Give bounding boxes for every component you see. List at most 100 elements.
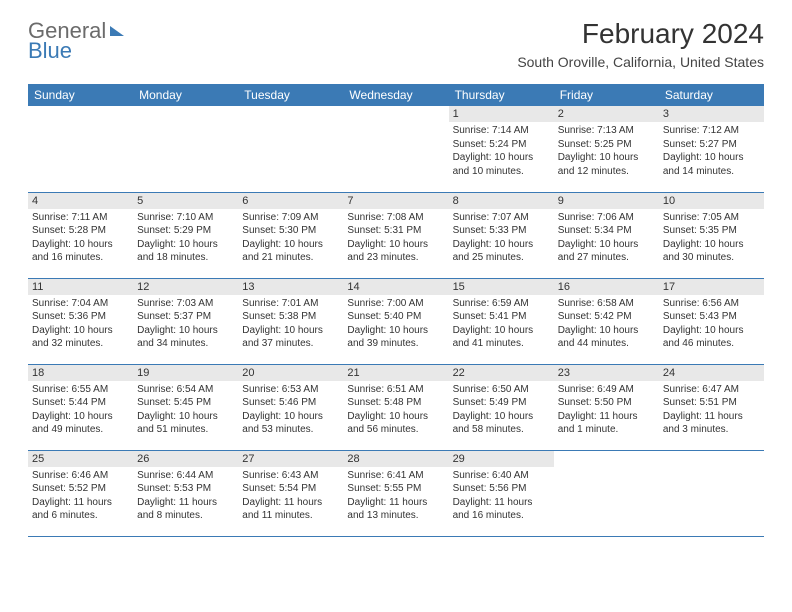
daylight-line: Daylight: 10 hours and 30 minutes.: [663, 238, 760, 265]
weekday-header: Sunday: [28, 84, 133, 106]
day-body: Sunrise: 7:13 AMSunset: 5:25 PMDaylight:…: [554, 122, 659, 180]
day-number: 5: [133, 193, 238, 209]
page-title: February 2024: [517, 18, 764, 50]
daylight-line: Daylight: 10 hours and 53 minutes.: [242, 410, 339, 437]
sunrise-line: Sunrise: 7:08 AM: [347, 211, 444, 225]
calendar-cell: 8Sunrise: 7:07 AMSunset: 5:33 PMDaylight…: [449, 192, 554, 278]
calendar-cell: 18Sunrise: 6:55 AMSunset: 5:44 PMDayligh…: [28, 364, 133, 450]
sunset-line: Sunset: 5:28 PM: [32, 224, 129, 238]
day-body: Sunrise: 7:07 AMSunset: 5:33 PMDaylight:…: [449, 209, 554, 267]
day-number: 25: [28, 451, 133, 467]
day-number: 17: [659, 279, 764, 295]
calendar-cell: [554, 450, 659, 536]
calendar-cell: 2Sunrise: 7:13 AMSunset: 5:25 PMDaylight…: [554, 106, 659, 192]
day-body: Sunrise: 6:55 AMSunset: 5:44 PMDaylight:…: [28, 381, 133, 439]
calendar-cell: 9Sunrise: 7:06 AMSunset: 5:34 PMDaylight…: [554, 192, 659, 278]
logo-triangle-icon: [110, 26, 124, 36]
calendar-cell: [133, 106, 238, 192]
sunrise-line: Sunrise: 6:40 AM: [453, 469, 550, 483]
sunset-line: Sunset: 5:31 PM: [347, 224, 444, 238]
daylight-line: Daylight: 10 hours and 51 minutes.: [137, 410, 234, 437]
daylight-line: Daylight: 10 hours and 16 minutes.: [32, 238, 129, 265]
sunset-line: Sunset: 5:27 PM: [663, 138, 760, 152]
calendar-cell: 21Sunrise: 6:51 AMSunset: 5:48 PMDayligh…: [343, 364, 448, 450]
sunrise-line: Sunrise: 7:03 AM: [137, 297, 234, 311]
daylight-line: Daylight: 10 hours and 34 minutes.: [137, 324, 234, 351]
sunrise-line: Sunrise: 6:51 AM: [347, 383, 444, 397]
sunset-line: Sunset: 5:43 PM: [663, 310, 760, 324]
day-body: Sunrise: 6:49 AMSunset: 5:50 PMDaylight:…: [554, 381, 659, 439]
daylight-line: Daylight: 10 hours and 41 minutes.: [453, 324, 550, 351]
calendar-cell: 13Sunrise: 7:01 AMSunset: 5:38 PMDayligh…: [238, 278, 343, 364]
day-body: Sunrise: 7:08 AMSunset: 5:31 PMDaylight:…: [343, 209, 448, 267]
daylight-line: Daylight: 10 hours and 49 minutes.: [32, 410, 129, 437]
day-number: 24: [659, 365, 764, 381]
sunset-line: Sunset: 5:38 PM: [242, 310, 339, 324]
calendar-cell: [343, 106, 448, 192]
daylight-line: Daylight: 10 hours and 58 minutes.: [453, 410, 550, 437]
calendar-cell: 14Sunrise: 7:00 AMSunset: 5:40 PMDayligh…: [343, 278, 448, 364]
day-body: Sunrise: 7:00 AMSunset: 5:40 PMDaylight:…: [343, 295, 448, 353]
day-number: 9: [554, 193, 659, 209]
daylight-line: Daylight: 10 hours and 39 minutes.: [347, 324, 444, 351]
day-number: 20: [238, 365, 343, 381]
day-body: Sunrise: 6:54 AMSunset: 5:45 PMDaylight:…: [133, 381, 238, 439]
day-body: Sunrise: 7:09 AMSunset: 5:30 PMDaylight:…: [238, 209, 343, 267]
sunset-line: Sunset: 5:56 PM: [453, 482, 550, 496]
calendar-cell: 24Sunrise: 6:47 AMSunset: 5:51 PMDayligh…: [659, 364, 764, 450]
day-number: 15: [449, 279, 554, 295]
calendar-row: 1Sunrise: 7:14 AMSunset: 5:24 PMDaylight…: [28, 106, 764, 192]
day-body: Sunrise: 6:41 AMSunset: 5:55 PMDaylight:…: [343, 467, 448, 525]
calendar-row: 25Sunrise: 6:46 AMSunset: 5:52 PMDayligh…: [28, 450, 764, 536]
daylight-line: Daylight: 10 hours and 37 minutes.: [242, 324, 339, 351]
day-body: Sunrise: 6:46 AMSunset: 5:52 PMDaylight:…: [28, 467, 133, 525]
day-number: 14: [343, 279, 448, 295]
calendar-cell: [28, 106, 133, 192]
sunset-line: Sunset: 5:49 PM: [453, 396, 550, 410]
sunset-line: Sunset: 5:54 PM: [242, 482, 339, 496]
calendar-cell: 22Sunrise: 6:50 AMSunset: 5:49 PMDayligh…: [449, 364, 554, 450]
day-body: Sunrise: 6:51 AMSunset: 5:48 PMDaylight:…: [343, 381, 448, 439]
day-number: 21: [343, 365, 448, 381]
calendar-cell: 19Sunrise: 6:54 AMSunset: 5:45 PMDayligh…: [133, 364, 238, 450]
calendar-cell: 1Sunrise: 7:14 AMSunset: 5:24 PMDaylight…: [449, 106, 554, 192]
calendar-row: 18Sunrise: 6:55 AMSunset: 5:44 PMDayligh…: [28, 364, 764, 450]
daylight-line: Daylight: 10 hours and 14 minutes.: [663, 151, 760, 178]
sunrise-line: Sunrise: 7:14 AM: [453, 124, 550, 138]
day-body: Sunrise: 6:50 AMSunset: 5:49 PMDaylight:…: [449, 381, 554, 439]
sunrise-line: Sunrise: 6:53 AM: [242, 383, 339, 397]
day-number: 12: [133, 279, 238, 295]
weekday-header: Tuesday: [238, 84, 343, 106]
calendar-cell: 5Sunrise: 7:10 AMSunset: 5:29 PMDaylight…: [133, 192, 238, 278]
sunset-line: Sunset: 5:25 PM: [558, 138, 655, 152]
weekday-header: Friday: [554, 84, 659, 106]
day-number: 27: [238, 451, 343, 467]
sunrise-line: Sunrise: 7:12 AM: [663, 124, 760, 138]
daylight-line: Daylight: 10 hours and 44 minutes.: [558, 324, 655, 351]
day-number: 1: [449, 106, 554, 122]
daylight-line: Daylight: 10 hours and 12 minutes.: [558, 151, 655, 178]
day-number: 16: [554, 279, 659, 295]
sunset-line: Sunset: 5:45 PM: [137, 396, 234, 410]
sunset-line: Sunset: 5:33 PM: [453, 224, 550, 238]
day-body: Sunrise: 6:59 AMSunset: 5:41 PMDaylight:…: [449, 295, 554, 353]
daylight-line: Daylight: 10 hours and 10 minutes.: [453, 151, 550, 178]
sunrise-line: Sunrise: 7:06 AM: [558, 211, 655, 225]
logo-line2: Blue: [28, 38, 72, 64]
weekday-header: Wednesday: [343, 84, 448, 106]
sunset-line: Sunset: 5:34 PM: [558, 224, 655, 238]
sunset-line: Sunset: 5:42 PM: [558, 310, 655, 324]
day-number: 13: [238, 279, 343, 295]
location-text: South Oroville, California, United State…: [517, 54, 764, 70]
daylight-line: Daylight: 10 hours and 21 minutes.: [242, 238, 339, 265]
calendar-cell: 11Sunrise: 7:04 AMSunset: 5:36 PMDayligh…: [28, 278, 133, 364]
daylight-line: Daylight: 10 hours and 18 minutes.: [137, 238, 234, 265]
day-body: Sunrise: 6:43 AMSunset: 5:54 PMDaylight:…: [238, 467, 343, 525]
daylight-line: Daylight: 10 hours and 46 minutes.: [663, 324, 760, 351]
day-number: 19: [133, 365, 238, 381]
sunset-line: Sunset: 5:52 PM: [32, 482, 129, 496]
sunrise-line: Sunrise: 6:44 AM: [137, 469, 234, 483]
day-number: 3: [659, 106, 764, 122]
sunrise-line: Sunrise: 6:41 AM: [347, 469, 444, 483]
day-number: 8: [449, 193, 554, 209]
